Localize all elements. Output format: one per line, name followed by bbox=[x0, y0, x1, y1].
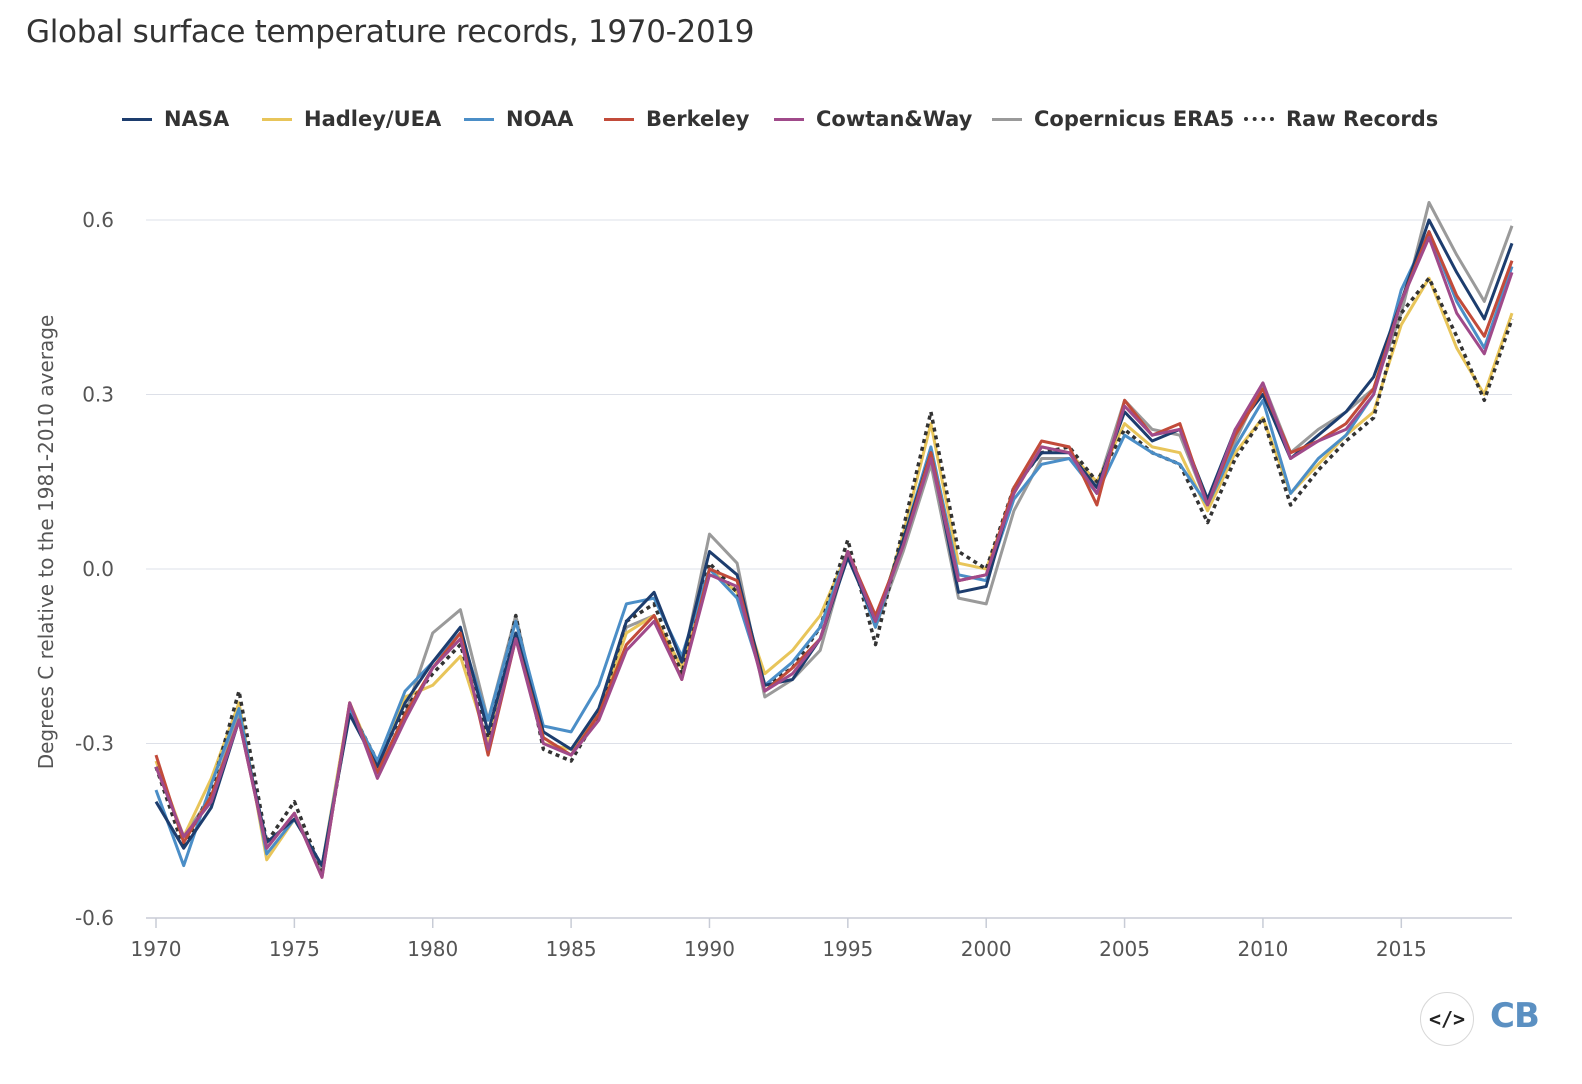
x-axis-ticks: 1970 1975 1980 1985 1990 1995 2000 2005 2010 2015 bbox=[131, 918, 1427, 961]
y-axis-label: Degrees C relative to the 1981-2010 aver… bbox=[34, 315, 58, 770]
legend-label-raw-records: Raw Records bbox=[1286, 107, 1439, 131]
legend-swatch-raw-records bbox=[1244, 117, 1274, 121]
legend-label-cowtan-way: Cowtan&Way bbox=[816, 107, 973, 131]
legend-item-raw-records[interactable]: Raw Records bbox=[1244, 104, 1438, 134]
legend-item-cowtan-way[interactable]: Cowtan&Way bbox=[774, 104, 972, 134]
legend-item-berkeley[interactable]: Berkeley bbox=[604, 104, 749, 134]
legend-item-hadley[interactable]: Hadley/UEA bbox=[262, 104, 441, 134]
x-tick-label: 1975 bbox=[269, 937, 320, 961]
legend-swatch-hadley bbox=[262, 117, 292, 121]
legend-item-noaa[interactable]: NOAA bbox=[464, 104, 573, 134]
x-tick-label: 1970 bbox=[131, 937, 182, 961]
series-line-noaa[interactable] bbox=[154, 230, 1514, 868]
series-line-raw-records[interactable] bbox=[154, 276, 1514, 874]
legend-label-nasa: NASA bbox=[164, 107, 230, 131]
x-tick-label: 2010 bbox=[1237, 937, 1288, 961]
legend-item-nasa[interactable]: NASA bbox=[122, 104, 229, 134]
y-tick-label: 0.3 bbox=[82, 383, 114, 407]
x-tick-label: 1985 bbox=[546, 937, 597, 961]
legend-swatch-cowtan-way bbox=[774, 117, 804, 121]
x-tick-label: 2015 bbox=[1376, 937, 1427, 961]
gridlines bbox=[146, 219, 1512, 919]
legend-item-copernicus[interactable]: Copernicus ERA5 bbox=[992, 104, 1234, 134]
legend-swatch-noaa bbox=[464, 117, 494, 121]
x-tick-label: 1980 bbox=[407, 937, 458, 961]
x-tick-label: 1990 bbox=[684, 937, 735, 961]
series-line-berkeley[interactable] bbox=[154, 230, 1514, 879]
legend-swatch-copernicus bbox=[992, 117, 1022, 121]
embed-code-icon: </> bbox=[1428, 1007, 1466, 1031]
y-tick-label: 0.6 bbox=[82, 208, 114, 232]
series-line-hadley-uea[interactable] bbox=[154, 276, 1514, 868]
legend-label-copernicus: Copernicus ERA5 bbox=[1034, 107, 1235, 131]
x-tick-label: 2000 bbox=[961, 937, 1012, 961]
series-line-copernicus-era5[interactable] bbox=[154, 201, 1514, 873]
legend-label-noaa: NOAA bbox=[506, 107, 574, 131]
chart-legend: NASA Hadley/UEA NOAA Berkeley Cowtan&Way… bbox=[0, 0, 1582, 160]
legend-swatch-berkeley bbox=[604, 117, 634, 121]
legend-swatch-nasa bbox=[122, 117, 152, 121]
x-tick-label: 2005 bbox=[1099, 937, 1150, 961]
x-tick-label: 1995 bbox=[822, 937, 873, 961]
y-tick-label: -0.3 bbox=[75, 732, 114, 756]
y-axis-ticks: -0.6 -0.3 0.0 0.3 0.6 bbox=[75, 208, 114, 930]
y-tick-label: -0.6 bbox=[75, 906, 114, 930]
embed-code-button[interactable]: </> bbox=[1420, 992, 1474, 1046]
chart-title: Global surface temperature records, 1970… bbox=[26, 14, 755, 50]
y-tick-label: 0.0 bbox=[82, 557, 114, 581]
series-line-cowtan-way[interactable] bbox=[154, 236, 1514, 879]
series-lines bbox=[154, 201, 1514, 879]
legend-label-berkeley: Berkeley bbox=[646, 107, 750, 131]
series-line-nasa[interactable] bbox=[154, 218, 1514, 868]
carbon-brief-logo: CB bbox=[1490, 996, 1540, 1036]
legend-label-hadley: Hadley/UEA bbox=[304, 107, 442, 131]
